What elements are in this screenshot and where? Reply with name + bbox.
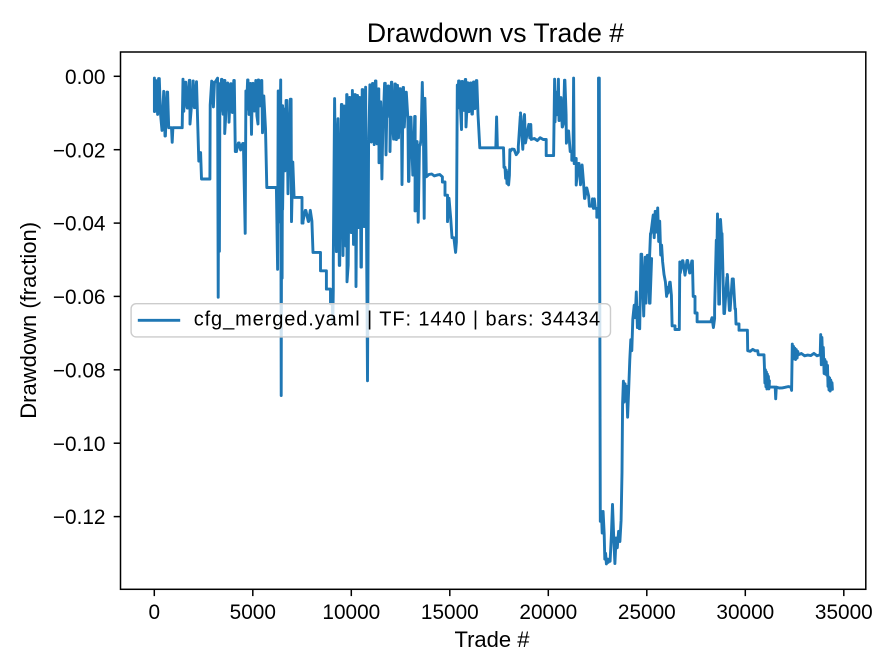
svg-text:20000: 20000 (519, 601, 577, 624)
svg-text:−0.12: −0.12 (53, 506, 106, 529)
svg-text:Trade #: Trade # (454, 627, 530, 652)
svg-text:−0.02: −0.02 (53, 139, 106, 162)
svg-text:5000: 5000 (230, 601, 276, 624)
svg-text:Drawdown vs Trade #: Drawdown vs Trade # (367, 18, 624, 48)
svg-text:−0.04: −0.04 (53, 213, 106, 236)
svg-text:0: 0 (149, 601, 161, 624)
svg-text:Drawdown (fraction): Drawdown (fraction) (16, 222, 41, 419)
svg-text:−0.10: −0.10 (53, 433, 106, 456)
svg-text:0.00: 0.00 (65, 66, 105, 89)
svg-text:10000: 10000 (322, 601, 380, 624)
svg-text:cfg_merged.yaml | TF: 1440 | b: cfg_merged.yaml | TF: 1440 | bars: 34434 (194, 309, 601, 331)
svg-text:25000: 25000 (618, 601, 676, 624)
svg-text:35000: 35000 (815, 601, 873, 624)
svg-text:30000: 30000 (716, 601, 774, 624)
svg-text:−0.08: −0.08 (53, 359, 106, 382)
svg-text:15000: 15000 (421, 601, 479, 624)
svg-text:−0.06: −0.06 (53, 286, 106, 309)
